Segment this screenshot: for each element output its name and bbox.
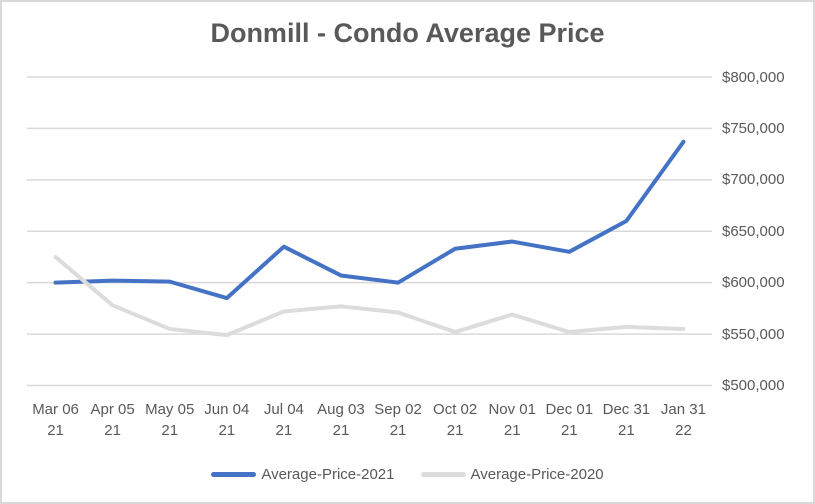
x-axis-tick-label: Jan 31 22 [660,401,706,439]
y-axis-tick-label: $800,000 [722,68,785,86]
legend-item-average-price-2020[interactable]: Average-Price-2020 [420,465,604,483]
x-axis-tick-label: Jul 04 21 [263,401,304,439]
x-axis-tick-label: Oct 02 21 [433,401,478,439]
legend-line-swatch-icon [420,471,466,477]
y-axis-tick-label: $600,000 [722,274,785,292]
legend: Average-Price-2021 Average-Price-2020 [2,462,813,486]
series-line-average-price-2021[interactable] [53,139,686,301]
legend-item-average-price-2021[interactable]: Average-Price-2021 [211,465,395,483]
x-axis-tick-label: Sep 02 21 [374,401,422,439]
x-axis-tick-label: Mar 06 21 [32,401,79,439]
x-axis-tick-label: Aug 03 21 [317,401,365,439]
x-axis-tick-label: Apr 05 21 [90,401,135,439]
series-line-average-price-2020[interactable] [53,254,686,338]
y-axis-tick-label: $550,000 [722,325,785,343]
y-axis-tick-label: $500,000 [722,377,785,394]
x-axis-tick-label: May 05 21 [145,401,195,439]
x-axis-tick-label: Dec 01 21 [545,401,594,439]
legend-label: Average-Price-2021 [261,465,395,483]
x-axis-tick-label: Dec 31 21 [602,401,651,439]
y-axis-tick-label: $700,000 [722,171,785,189]
legend-label: Average-Price-2020 [470,465,604,483]
x-axis-tick-label: Nov 01 21 [488,401,536,439]
y-axis-tick-label: $650,000 [722,222,785,240]
legend-line-swatch-icon [211,471,257,477]
chart-title: Donmill - Condo Average Price [210,18,605,48]
y-axis-tick-label: $750,000 [722,119,785,137]
x-axis-tick-label: Jun 04 21 [204,401,250,439]
